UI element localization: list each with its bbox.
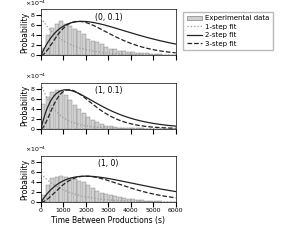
Bar: [131, 199, 135, 202]
Bar: [140, 53, 144, 55]
Bar: [82, 182, 86, 202]
Bar: [73, 105, 77, 129]
Bar: [50, 28, 54, 55]
Bar: [55, 90, 59, 129]
Bar: [154, 201, 158, 202]
Y-axis label: Probability: Probability: [21, 12, 29, 53]
Bar: [55, 24, 59, 55]
Bar: [91, 188, 95, 202]
Text: (1, 0.1): (1, 0.1): [95, 86, 122, 95]
Bar: [113, 196, 117, 202]
Bar: [64, 95, 68, 129]
Bar: [46, 35, 50, 55]
Bar: [131, 52, 135, 55]
Bar: [144, 53, 149, 55]
Bar: [136, 128, 140, 129]
Bar: [77, 109, 81, 129]
Bar: [136, 200, 140, 202]
Bar: [41, 195, 45, 202]
Bar: [77, 31, 81, 55]
Bar: [77, 181, 81, 202]
X-axis label: Time Between Productions (s): Time Between Productions (s): [51, 216, 166, 225]
Bar: [64, 177, 68, 202]
Bar: [55, 177, 59, 202]
Bar: [82, 34, 86, 55]
Bar: [117, 128, 122, 129]
Bar: [140, 200, 144, 202]
Bar: [73, 29, 77, 55]
Bar: [91, 120, 95, 129]
Bar: [104, 47, 108, 55]
Bar: [68, 100, 72, 129]
Bar: [64, 24, 68, 55]
Bar: [158, 54, 162, 55]
Bar: [158, 201, 162, 202]
Bar: [117, 197, 122, 202]
Text: (1, 0): (1, 0): [98, 159, 119, 168]
Bar: [59, 91, 63, 129]
Bar: [154, 54, 158, 55]
Bar: [95, 42, 99, 55]
Y-axis label: Probability: Probability: [21, 159, 29, 200]
Bar: [86, 117, 90, 129]
Text: $\times10^{-4}$: $\times10^{-4}$: [25, 0, 46, 8]
Bar: [122, 198, 126, 202]
Y-axis label: Probability: Probability: [21, 85, 29, 126]
Bar: [109, 126, 113, 129]
Bar: [122, 128, 126, 129]
Bar: [104, 125, 108, 129]
Bar: [95, 191, 99, 202]
Bar: [104, 194, 108, 202]
Bar: [50, 178, 54, 202]
Bar: [68, 178, 72, 202]
Legend: Experimental data, 1-step fit, 2-step fit, 3-step fit: Experimental data, 1-step fit, 2-step fi…: [183, 12, 273, 50]
Bar: [131, 128, 135, 129]
Bar: [82, 113, 86, 129]
Bar: [100, 193, 104, 202]
Bar: [149, 54, 153, 55]
Bar: [144, 200, 149, 202]
Bar: [100, 44, 104, 55]
Bar: [109, 49, 113, 55]
Bar: [68, 26, 72, 55]
Bar: [109, 195, 113, 202]
Bar: [86, 185, 90, 202]
Bar: [91, 41, 95, 55]
Bar: [127, 51, 131, 55]
Bar: [113, 127, 117, 129]
Bar: [41, 48, 45, 55]
Bar: [113, 49, 117, 55]
Bar: [127, 128, 131, 129]
Bar: [59, 21, 63, 55]
Bar: [73, 179, 77, 202]
Text: (0, 0.1): (0, 0.1): [95, 13, 122, 22]
Bar: [41, 104, 45, 129]
Bar: [46, 185, 50, 202]
Text: $\times10^{-4}$: $\times10^{-4}$: [25, 72, 46, 81]
Bar: [117, 51, 122, 55]
Bar: [86, 39, 90, 55]
Bar: [59, 176, 63, 202]
Bar: [50, 92, 54, 129]
Bar: [122, 51, 126, 55]
Bar: [95, 122, 99, 129]
Bar: [149, 201, 153, 202]
Text: $\times10^{-4}$: $\times10^{-4}$: [25, 145, 46, 154]
Bar: [46, 97, 50, 129]
Bar: [100, 124, 104, 129]
Bar: [136, 53, 140, 55]
Bar: [127, 199, 131, 202]
